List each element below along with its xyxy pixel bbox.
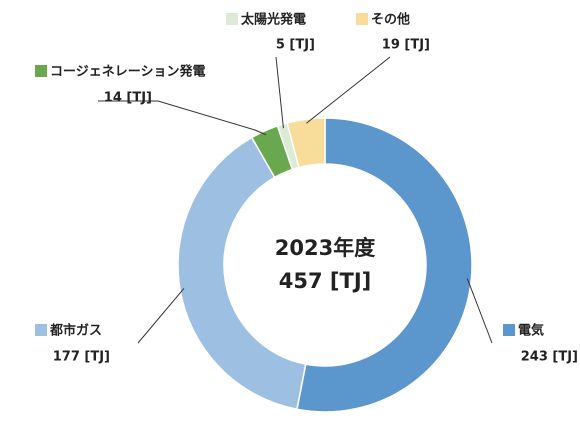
- category-label: 都市ガス: [49, 323, 102, 339]
- donut-segment: [286, 117, 326, 169]
- legend-swatch: [226, 13, 238, 25]
- leader-line: [98, 100, 267, 136]
- donut-segment: [177, 136, 307, 411]
- value-label: 19 [TJ]: [382, 38, 430, 53]
- legend-swatch: [356, 13, 368, 25]
- category-label: コージェネレーション発電: [50, 64, 205, 80]
- center-title: 2023年度: [275, 236, 375, 260]
- value-label: 243 [TJ]: [521, 350, 578, 365]
- value-label: 14 [TJ]: [104, 91, 152, 106]
- legend-swatch: [35, 324, 47, 336]
- leader-line: [306, 56, 391, 124]
- value-label: 5 [TJ]: [276, 38, 315, 53]
- center-total: 457 [TJ]: [279, 269, 371, 293]
- category-label: 電気: [518, 323, 544, 339]
- category-label: 太陽光発電: [240, 12, 306, 28]
- donut-segment: [296, 117, 473, 413]
- legend-swatch: [503, 324, 515, 336]
- leader-line: [275, 56, 284, 129]
- legend-swatch: [35, 65, 47, 77]
- value-label: 177 [TJ]: [53, 350, 110, 365]
- leader-line: [137, 288, 185, 344]
- category-label: その他: [371, 12, 410, 28]
- leader-line: [466, 278, 493, 344]
